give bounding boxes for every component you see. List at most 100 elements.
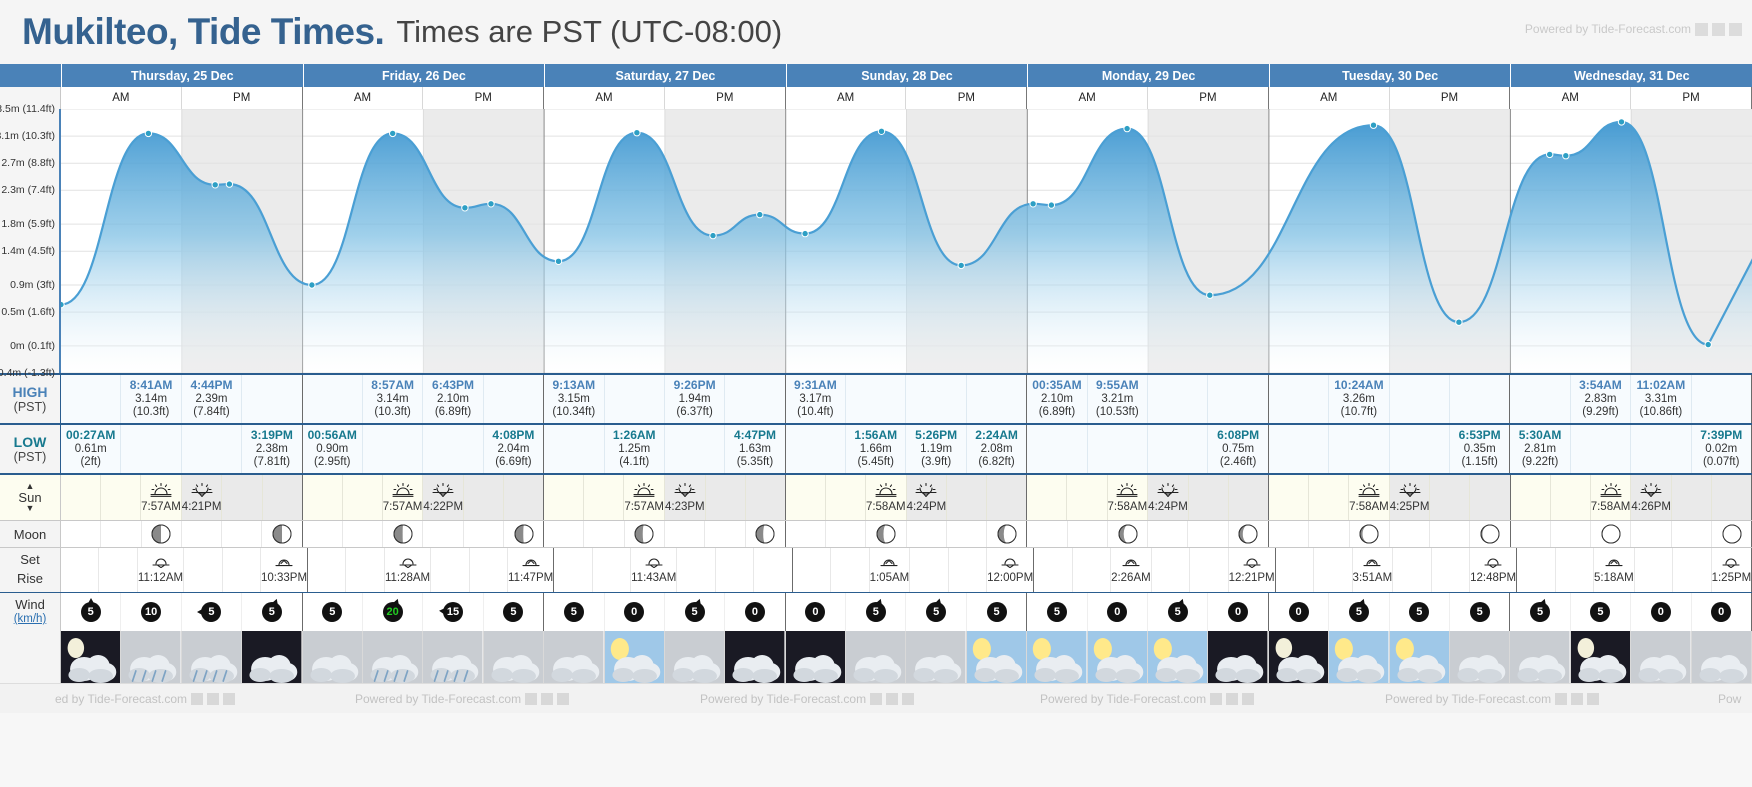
day-header-label: Friday, 26 Dec <box>381 68 466 83</box>
footer-watermark: Pow <box>1718 692 1741 706</box>
moonrise-icon <box>522 559 540 567</box>
sunset-icon <box>1157 482 1179 500</box>
y-axis-tick-label: 1.8m (5.9ft) <box>1 218 55 231</box>
wind-badge: 5 <box>1163 597 1193 627</box>
moon-phase-cell <box>947 521 988 547</box>
sun-down-arrow-icon: ▼ <box>25 503 35 513</box>
moon-phase-icon <box>876 524 896 544</box>
high-tide-cell <box>1208 375 1269 423</box>
moon-phase-icon <box>1359 524 1379 544</box>
weather-icon-night-cloudy <box>785 631 847 683</box>
watermark-square-icon <box>1571 692 1584 705</box>
moon-phase-cell <box>1591 521 1632 547</box>
moonset-icon <box>151 556 171 571</box>
low-tide-cell: 3:19PM 2.38m (7.81ft) <box>242 425 303 473</box>
moon-setrise-cells: 11:12AM 10:33PM 11:28AM 11:47PM 11:43AM 1:05A… <box>61 548 1752 592</box>
low-tide-cell <box>544 425 605 473</box>
high-tide-time: 9:31AM <box>794 378 837 393</box>
footer-watermark: Powered by Tide-Forecast.com <box>1040 692 1255 706</box>
moon-event-cell <box>223 548 261 592</box>
y-axis-tick-label: 2.3m (7.4ft) <box>1 184 55 197</box>
high-tide-row: HIGH (PST) 8:41AM 3.14m (10.3ft) 4:44PM 2.39… <box>0 373 1752 423</box>
footer-watermark-text: ed by Tide-Forecast.com <box>55 691 188 706</box>
wind-cell: 5 <box>1027 593 1088 631</box>
wind-cell: 5 <box>303 593 363 631</box>
high-tide-time: 8:57AM <box>371 378 414 393</box>
low-tide-cell: 7:39PM 0.02m (0.07ft) <box>1692 425 1752 473</box>
moonset-icon <box>1483 556 1503 571</box>
sun-cell <box>786 475 826 520</box>
sun-cell <box>1228 475 1269 520</box>
day-header-1: Thursday, 25 Dec <box>61 64 303 87</box>
low-tide-height-m: 0.02m <box>1705 442 1738 455</box>
weather-icon-night-cloudy <box>725 631 786 683</box>
powered-by-watermark-top: Powered by Tide-Forecast.com <box>1525 22 1742 36</box>
wind-badge: 5 <box>1344 597 1374 627</box>
sunset-icon <box>432 482 454 500</box>
low-tide-cell <box>1571 425 1632 473</box>
weather-icon-cloudy <box>483 631 545 683</box>
sun-cell <box>987 475 1028 520</box>
wind-unit-link[interactable]: (km/h) <box>13 612 47 625</box>
ampm-cell-am-3: AM <box>544 87 665 109</box>
sun-cells: 7:57AM 4:21PM 7:57AM 4:22PM 7:57AM 4:23PM 7:58… <box>61 475 1752 520</box>
sunrise-icon <box>1599 482 1622 500</box>
wind-badge: 5 <box>921 597 951 627</box>
high-label: HIGH <box>12 383 48 400</box>
wind-badge: 5 <box>1404 597 1434 627</box>
watermark-square-icon <box>1729 22 1742 36</box>
high-tide-cell <box>61 375 122 423</box>
low-tide-time: 4:47PM <box>733 428 776 443</box>
high-tide-time: 4:44PM <box>190 378 233 393</box>
weather-icon-sun-cloud <box>966 631 1028 683</box>
sun-cell <box>61 475 102 520</box>
moon-phase-cell <box>222 521 263 547</box>
sun-cell <box>1470 475 1511 520</box>
low-tide-cell: 1:26AM 1.25m (4.1ft) <box>605 425 665 473</box>
low-tide-height-ft: (0.07ft) <box>1703 456 1740 469</box>
high-tide-time: 6:43PM <box>432 378 475 393</box>
sun-up-arrow-icon: ▲ <box>25 481 35 491</box>
moon-phase-icon <box>1601 524 1621 544</box>
moon-phase-icon <box>151 524 171 544</box>
ampm-cell-am-5: AM <box>1027 87 1149 109</box>
high-tide-cell: 11:02AM 3.31m (10.86ft) <box>1631 375 1692 423</box>
watermark-square-icon <box>557 692 570 705</box>
low-tide-time: 2:24AM <box>975 428 1018 443</box>
day-header-gutter <box>0 64 61 87</box>
y-axis-tick-label: 3.5m (11.4ft) <box>0 103 55 115</box>
weather-icon-sun-cloud <box>1148 631 1209 683</box>
low-tide-cell <box>1329 425 1390 473</box>
moon-event-time: 10:33PM <box>261 572 308 584</box>
wind-badge: 5 <box>559 597 589 627</box>
high-tide-height-ft: (10.7ft) <box>1340 406 1378 419</box>
ampm-cell-am-6: AM <box>1268 87 1390 109</box>
wind-speed-badge: 0 <box>1711 602 1732 622</box>
weather-icon-cloudy-rain <box>423 631 484 683</box>
moon-event-cell <box>831 548 870 592</box>
wind-badge: 15 <box>438 597 468 627</box>
moon-phase-cell <box>1068 521 1108 547</box>
day-header-label: Wednesday, 31 Dec <box>1573 68 1690 83</box>
weather-icon-night-moon-cloud <box>1268 631 1330 683</box>
sunrise-icon <box>1358 482 1380 500</box>
moon-phase-cell <box>665 521 706 547</box>
footer-watermark-text: Pow <box>1718 691 1742 706</box>
sun-time: 4:23PM <box>664 500 705 513</box>
wind-badge: 10 <box>136 597 166 627</box>
wind-speed-badge: 5 <box>563 602 584 622</box>
moon-event-cell: 10:33PM <box>261 548 309 592</box>
weather-icon-cloudy <box>1449 631 1511 683</box>
high-tide-cells: 8:41AM 3.14m (10.3ft) 4:44PM 2.39m (7.84ft) 8:… <box>61 375 1752 423</box>
wind-row-label: Wind (km/h) <box>0 593 61 631</box>
moon-event-cell <box>308 548 347 592</box>
wind-cell: 5 <box>665 593 726 631</box>
high-tide-cell: 8:57AM 3.14m (10.3ft) <box>363 375 424 423</box>
moon-phase-cells <box>61 521 1752 547</box>
sun-label: Sun <box>18 490 42 505</box>
high-tide-cell <box>605 375 665 423</box>
moon-event-time: 1:25PM <box>1711 572 1752 584</box>
moon-phase-cell <box>1108 521 1149 547</box>
high-tide-time: 9:13AM <box>552 378 596 393</box>
high-tide-height-ft: (7.84ft) <box>193 406 230 419</box>
